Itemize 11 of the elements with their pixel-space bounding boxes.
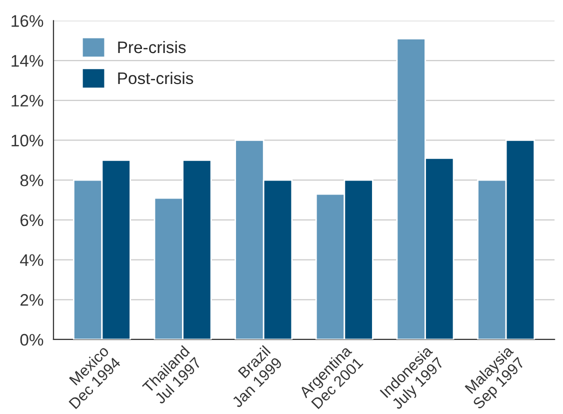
y-tick-label: 8%	[20, 174, 44, 186]
y-tick-label: 12%	[12, 94, 44, 107]
y-tick-label: 16%	[12, 15, 44, 27]
y-tick-label: 10%	[12, 134, 44, 146]
y-tick-label: 0%	[20, 334, 44, 346]
legend-label: Post-crisis	[118, 72, 194, 84]
y-tick-label: 14%	[12, 55, 44, 67]
legend-label: Pre-crisis	[118, 40, 186, 54]
y-tick-label: 2%	[20, 294, 44, 306]
y-tick-label: 4%	[20, 254, 44, 266]
y-tick-label: 6%	[20, 214, 44, 226]
